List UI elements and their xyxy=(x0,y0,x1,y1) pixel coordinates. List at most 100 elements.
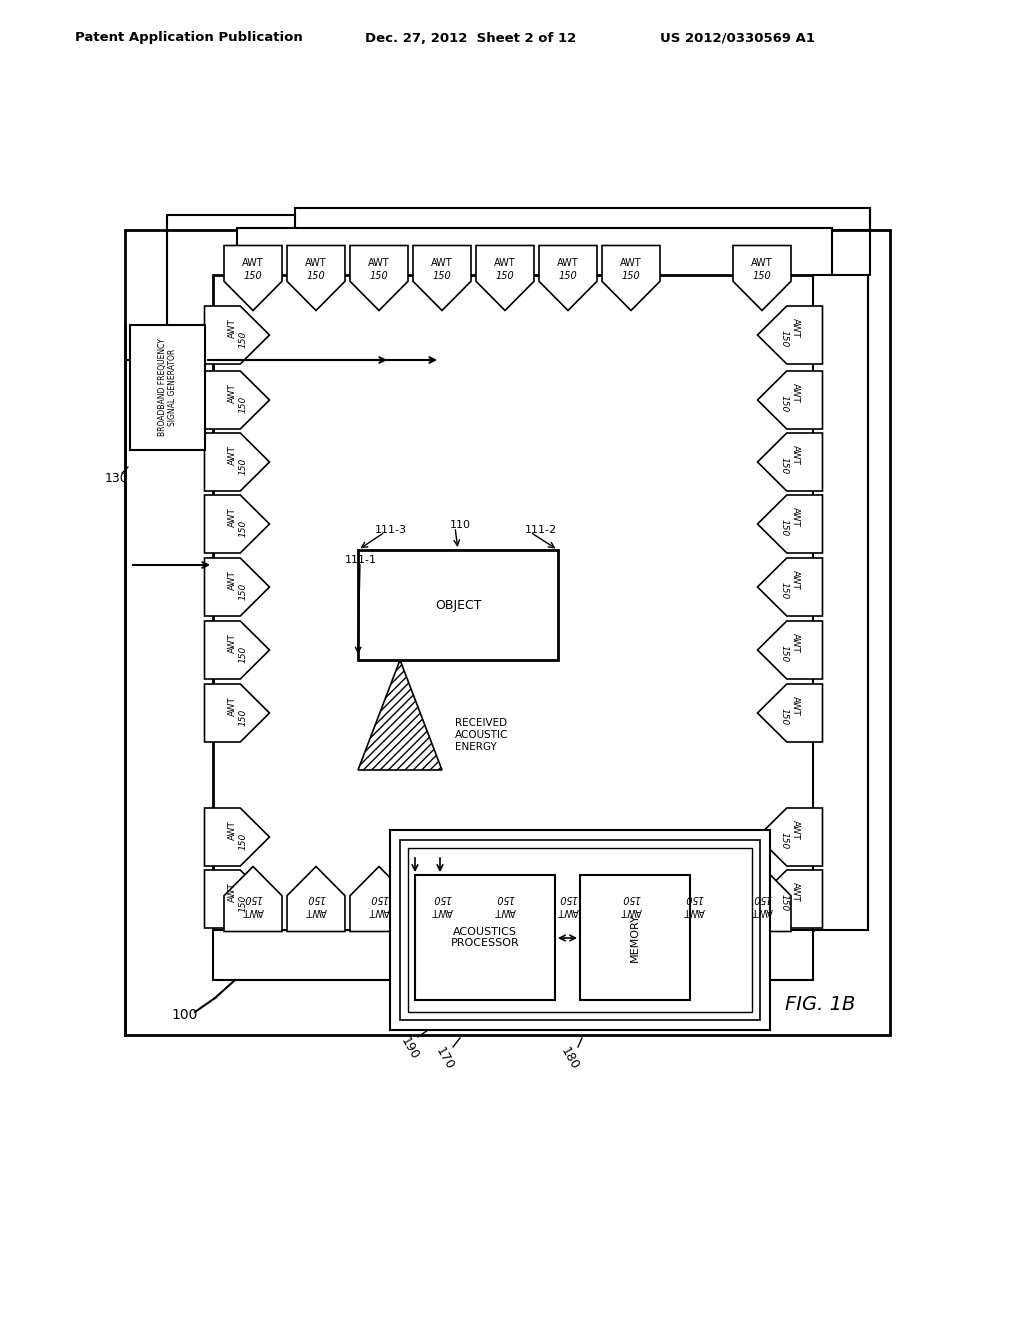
Polygon shape xyxy=(476,246,534,310)
Text: Patent Application Publication: Patent Application Publication xyxy=(75,32,303,45)
Text: AWT: AWT xyxy=(557,906,579,916)
Text: AWT: AWT xyxy=(305,906,327,916)
Text: 150: 150 xyxy=(559,271,578,281)
Text: AWT: AWT xyxy=(243,906,264,916)
Polygon shape xyxy=(358,660,442,770)
Text: RECEIVED
ACOUSTIC
ENERGY: RECEIVED ACOUSTIC ENERGY xyxy=(455,718,508,751)
Text: 180: 180 xyxy=(558,1045,582,1072)
Polygon shape xyxy=(758,684,822,742)
Text: AWT: AWT xyxy=(227,318,237,338)
Text: 150: 150 xyxy=(239,330,248,347)
Polygon shape xyxy=(758,808,822,866)
Text: AWT: AWT xyxy=(369,906,390,916)
Text: 150: 150 xyxy=(753,894,771,903)
Text: 150: 150 xyxy=(496,894,514,903)
Text: 150: 150 xyxy=(779,396,788,413)
Text: AWT: AWT xyxy=(243,257,264,268)
Text: AWT: AWT xyxy=(791,507,800,527)
Text: AWT: AWT xyxy=(305,257,327,268)
Text: AWT: AWT xyxy=(791,820,800,840)
Bar xyxy=(390,830,770,1030)
Text: AWT: AWT xyxy=(791,882,800,902)
Polygon shape xyxy=(350,866,408,932)
Polygon shape xyxy=(758,433,822,491)
Text: AWT: AWT xyxy=(791,696,800,715)
Polygon shape xyxy=(205,558,269,616)
Polygon shape xyxy=(287,246,345,310)
Bar xyxy=(400,840,760,1020)
Text: 150: 150 xyxy=(779,833,788,850)
Bar xyxy=(213,931,813,979)
Text: AWT: AWT xyxy=(227,696,237,715)
Text: 150: 150 xyxy=(306,894,326,903)
Text: 150: 150 xyxy=(244,271,262,281)
Bar xyxy=(580,875,690,1001)
Bar xyxy=(295,209,870,230)
Text: 150: 150 xyxy=(239,645,248,663)
Polygon shape xyxy=(205,808,269,866)
Text: AWT: AWT xyxy=(431,257,453,268)
Text: 150: 150 xyxy=(432,894,452,903)
Polygon shape xyxy=(539,866,597,932)
Polygon shape xyxy=(665,866,723,932)
Polygon shape xyxy=(224,246,282,310)
Text: AWT: AWT xyxy=(791,634,800,653)
Bar xyxy=(125,230,890,1035)
Polygon shape xyxy=(758,870,822,928)
Text: AWT: AWT xyxy=(683,906,705,916)
Text: OBJECT: OBJECT xyxy=(435,598,481,611)
Text: 150: 150 xyxy=(370,894,388,903)
Text: 150: 150 xyxy=(622,271,640,281)
Text: 150: 150 xyxy=(622,894,640,903)
Polygon shape xyxy=(350,246,408,310)
Text: 150: 150 xyxy=(779,457,788,475)
Bar xyxy=(813,275,868,931)
Text: 150: 150 xyxy=(239,396,248,413)
Text: AWT: AWT xyxy=(227,383,237,403)
Text: AWT: AWT xyxy=(621,257,642,268)
Text: 150: 150 xyxy=(306,271,326,281)
Polygon shape xyxy=(205,371,269,429)
Text: 111-1: 111-1 xyxy=(345,554,377,565)
Polygon shape xyxy=(733,246,791,310)
Text: AWT: AWT xyxy=(791,445,800,465)
Text: 150: 150 xyxy=(370,271,388,281)
Text: 150: 150 xyxy=(239,709,248,726)
Polygon shape xyxy=(758,371,822,429)
Text: AWT: AWT xyxy=(752,257,773,268)
Polygon shape xyxy=(205,306,269,364)
Polygon shape xyxy=(758,620,822,678)
Text: BROADBAND FREQUENCY
SIGNAL GENERATOR: BROADBAND FREQUENCY SIGNAL GENERATOR xyxy=(158,338,177,437)
Text: 150: 150 xyxy=(239,582,248,599)
Polygon shape xyxy=(758,495,822,553)
Text: AWT: AWT xyxy=(495,257,516,268)
Text: AWT: AWT xyxy=(791,318,800,338)
Bar xyxy=(415,875,555,1001)
Text: 190: 190 xyxy=(398,1035,422,1063)
Text: 150: 150 xyxy=(779,895,788,912)
Bar xyxy=(237,228,831,279)
Polygon shape xyxy=(205,433,269,491)
Polygon shape xyxy=(287,866,345,932)
Text: 150: 150 xyxy=(432,271,452,281)
Text: 150: 150 xyxy=(239,833,248,850)
Text: AWT: AWT xyxy=(495,906,516,916)
Text: FIG. 1B: FIG. 1B xyxy=(784,995,855,1015)
Text: 150: 150 xyxy=(496,271,514,281)
Polygon shape xyxy=(476,866,534,932)
Text: AWT: AWT xyxy=(791,383,800,403)
Polygon shape xyxy=(224,866,282,932)
Bar xyxy=(408,847,752,1012)
Text: 150: 150 xyxy=(244,894,262,903)
Text: AWT: AWT xyxy=(227,634,237,653)
Text: AWT: AWT xyxy=(227,445,237,465)
Text: 150: 150 xyxy=(239,519,248,537)
Text: 150: 150 xyxy=(779,709,788,726)
Text: 150: 150 xyxy=(779,519,788,537)
Polygon shape xyxy=(539,246,597,310)
Text: 111-3: 111-3 xyxy=(375,525,407,535)
Text: AWT: AWT xyxy=(791,570,800,590)
Text: AWT: AWT xyxy=(227,507,237,527)
Text: AWT: AWT xyxy=(621,906,642,916)
Text: 150: 150 xyxy=(685,894,703,903)
